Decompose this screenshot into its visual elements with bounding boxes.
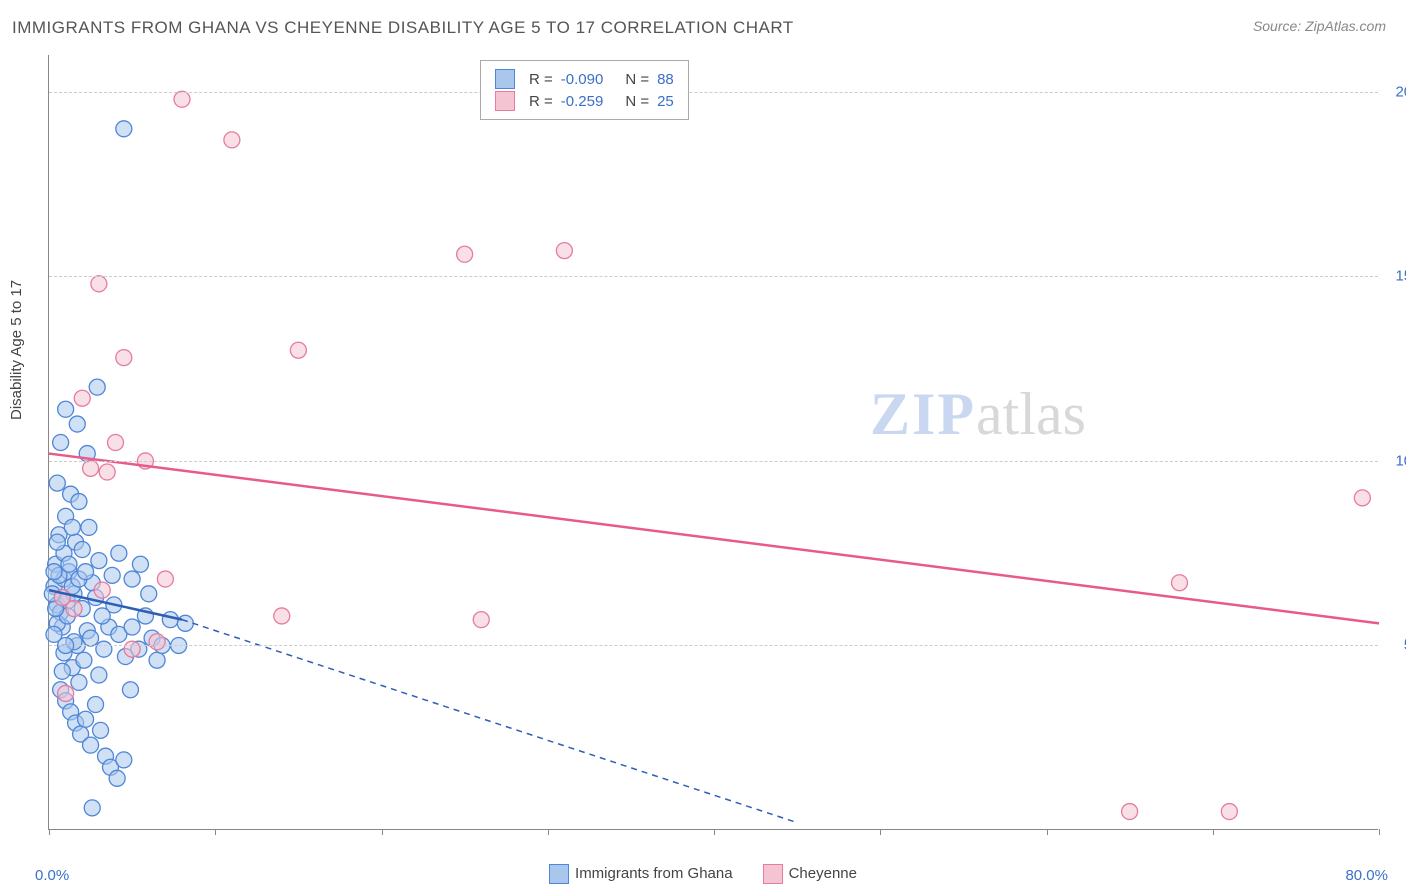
- data-point: [49, 475, 65, 491]
- data-point: [274, 608, 290, 624]
- x-tick: [382, 829, 383, 835]
- data-point: [157, 571, 173, 587]
- data-point: [290, 342, 306, 358]
- data-point: [74, 542, 90, 558]
- data-point: [66, 601, 82, 617]
- data-point: [83, 630, 99, 646]
- data-point: [54, 663, 70, 679]
- data-point: [74, 390, 90, 406]
- data-point: [149, 634, 165, 650]
- data-point: [83, 737, 99, 753]
- data-point: [78, 711, 94, 727]
- data-point: [99, 464, 115, 480]
- data-point: [91, 667, 107, 683]
- x-tick: [215, 829, 216, 835]
- legend-swatch: [495, 91, 515, 111]
- series-legend: Immigrants from Ghana Cheyenne: [549, 864, 857, 884]
- data-point: [116, 350, 132, 366]
- correlation-legend: R = -0.090N = 88R = -0.259N = 25: [480, 60, 689, 120]
- data-point: [76, 652, 92, 668]
- data-point: [46, 564, 62, 580]
- data-point: [1172, 575, 1188, 591]
- x-tick: [548, 829, 549, 835]
- data-point: [84, 800, 100, 816]
- x-tick: [1047, 829, 1048, 835]
- chart-plot-area: 5.0%10.0%15.0%20.0%: [48, 55, 1378, 830]
- data-point: [556, 243, 572, 259]
- gridline: [49, 645, 1378, 646]
- data-point: [177, 615, 193, 631]
- y-axis-label: Disability Age 5 to 17: [8, 280, 25, 420]
- data-point: [473, 612, 489, 628]
- gridline: [49, 92, 1378, 93]
- data-point: [116, 752, 132, 768]
- y-tick-label: 20.0%: [1395, 83, 1406, 100]
- data-point: [49, 534, 65, 550]
- legend-item: Immigrants from Ghana: [549, 864, 733, 884]
- y-tick-label: 15.0%: [1395, 268, 1406, 285]
- data-point: [96, 641, 112, 657]
- data-point: [1122, 804, 1138, 820]
- data-point: [88, 697, 104, 713]
- data-point: [64, 519, 80, 535]
- x-axis-min-label: 0.0%: [35, 867, 69, 884]
- y-tick-label: 10.0%: [1395, 452, 1406, 469]
- legend-swatch: [763, 864, 783, 884]
- scatter-plot-svg: [49, 55, 1378, 829]
- trend-line-extension: [182, 620, 797, 823]
- x-tick: [1379, 829, 1380, 835]
- data-point: [94, 608, 110, 624]
- chart-title: IMMIGRANTS FROM GHANA VS CHEYENNE DISABI…: [12, 18, 794, 38]
- data-point: [91, 276, 107, 292]
- legend-swatch: [549, 864, 569, 884]
- gridline: [49, 461, 1378, 462]
- data-point: [162, 612, 178, 628]
- data-point: [61, 556, 77, 572]
- data-point: [224, 132, 240, 148]
- gridline: [49, 276, 1378, 277]
- legend-row: R = -0.090N = 88: [495, 69, 674, 89]
- data-point: [53, 435, 69, 451]
- source-attribution: Source: ZipAtlas.com: [1253, 18, 1386, 34]
- data-point: [71, 494, 87, 510]
- data-point: [149, 652, 165, 668]
- data-point: [58, 685, 74, 701]
- data-point: [124, 641, 140, 657]
- data-point: [457, 246, 473, 262]
- data-point: [141, 586, 157, 602]
- data-point: [91, 553, 107, 569]
- legend-row: R = -0.259N = 25: [495, 91, 674, 111]
- data-point: [111, 545, 127, 561]
- x-tick: [49, 829, 50, 835]
- data-point: [132, 556, 148, 572]
- x-tick: [880, 829, 881, 835]
- legend-swatch: [495, 69, 515, 89]
- legend-item: Cheyenne: [763, 864, 857, 884]
- data-point: [122, 682, 138, 698]
- data-point: [81, 519, 97, 535]
- data-point: [174, 91, 190, 107]
- data-point: [93, 722, 109, 738]
- data-point: [124, 619, 140, 635]
- data-point: [108, 435, 124, 451]
- data-point: [109, 770, 125, 786]
- data-point: [124, 571, 140, 587]
- data-point: [1221, 804, 1237, 820]
- data-point: [71, 674, 87, 690]
- x-axis-max-label: 80.0%: [1345, 867, 1388, 884]
- data-point: [1354, 490, 1370, 506]
- x-tick: [714, 829, 715, 835]
- data-point: [104, 567, 120, 583]
- data-point: [83, 460, 99, 476]
- data-point: [89, 379, 105, 395]
- x-tick: [1213, 829, 1214, 835]
- trend-line: [49, 454, 1379, 624]
- data-point: [58, 401, 74, 417]
- data-point: [78, 564, 94, 580]
- data-point: [94, 582, 110, 598]
- data-point: [69, 416, 85, 432]
- data-point: [116, 121, 132, 137]
